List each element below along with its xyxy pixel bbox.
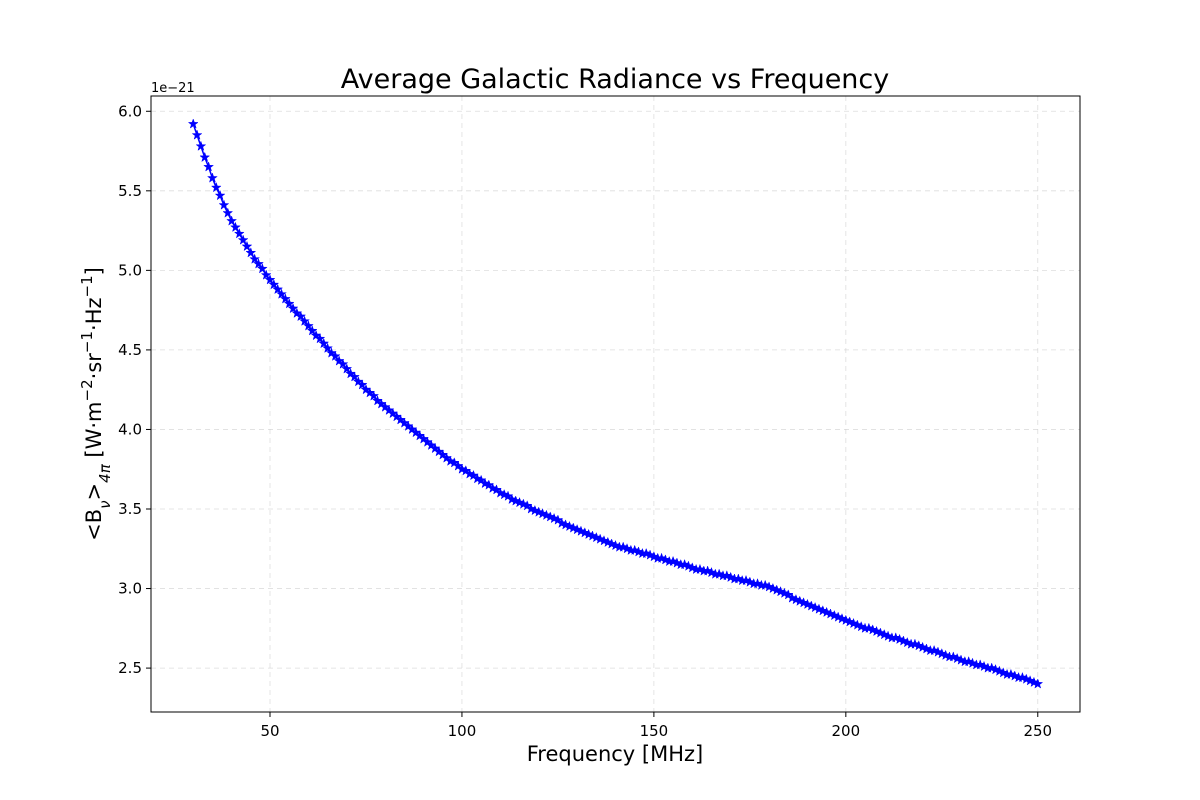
y-tick-label: 4.5 [118,341,142,359]
y-axis-label-part: ·Hz [82,297,106,331]
y-axis-label-part: ν [96,500,114,508]
marker [256,263,268,274]
marker [348,371,360,382]
y-tick-label: 4.0 [118,420,142,438]
x-tick-label: 50 [260,722,279,740]
plot-frame [150,95,1081,713]
y-axis-label-part: 4π [96,463,114,483]
y-tick-label: 5.0 [118,261,142,279]
y-tick-label: 3.5 [118,500,142,518]
y-tick-label: 2.5 [118,659,142,677]
x-tick-label: 250 [1023,722,1052,740]
marker [210,181,222,193]
marker [203,161,215,172]
marker [229,221,241,233]
marker [260,269,272,280]
marker [187,118,199,129]
x-tick-label: 100 [448,722,477,740]
marker [302,320,314,331]
marker [337,358,349,369]
marker [295,310,307,322]
x-axis-label: Frequency [MHz] [527,742,703,766]
y-axis-label-part: −1 [78,275,96,297]
y-axis-label-part: −2 [78,379,96,401]
marker [272,283,284,295]
marker [264,274,276,285]
marker [314,333,326,344]
marker [191,129,203,140]
marker [356,379,368,390]
marker [287,302,299,314]
marker [195,140,207,151]
marker [276,288,288,299]
x-tick-label: 150 [640,722,669,740]
marker [241,240,253,252]
x-tick-label: 200 [832,722,861,740]
marker [322,342,334,353]
marker [283,298,295,309]
y-axis-label-part: ] [82,267,106,275]
marker [199,151,211,163]
y-axis-label-part: [W·m [82,401,106,464]
y-axis-label-part: <B [82,509,106,541]
marker [279,293,291,304]
marker [214,189,226,201]
y-axis-label-part: > [82,483,106,501]
marker [226,215,238,226]
marker [218,199,230,210]
marker [299,315,311,326]
marker [206,172,218,183]
marker [268,278,280,290]
marker [253,258,264,269]
marker [222,207,234,218]
marker [306,325,318,336]
chart-title: Average Galactic Radiance vs Frequency [341,64,890,95]
y-axis-label-part: −1 [78,331,96,353]
y-axis-label-part: ·sr [82,353,106,380]
marker [249,253,261,264]
marker [237,234,249,245]
marker [1032,678,1044,689]
marker [233,228,245,239]
y-tick-label: 5.5 [118,182,142,200]
marker [341,363,353,374]
marker [245,247,257,258]
y-tick-label: 6.0 [118,102,142,120]
marker [329,350,341,361]
marker [368,390,380,401]
y-axis-label: <Bν>4π [W·m−2·sr−1·Hz−1] [78,267,114,541]
marker [318,337,330,349]
y-offset-label: 1e−21 [151,81,195,96]
y-tick-label: 3.0 [118,580,142,598]
